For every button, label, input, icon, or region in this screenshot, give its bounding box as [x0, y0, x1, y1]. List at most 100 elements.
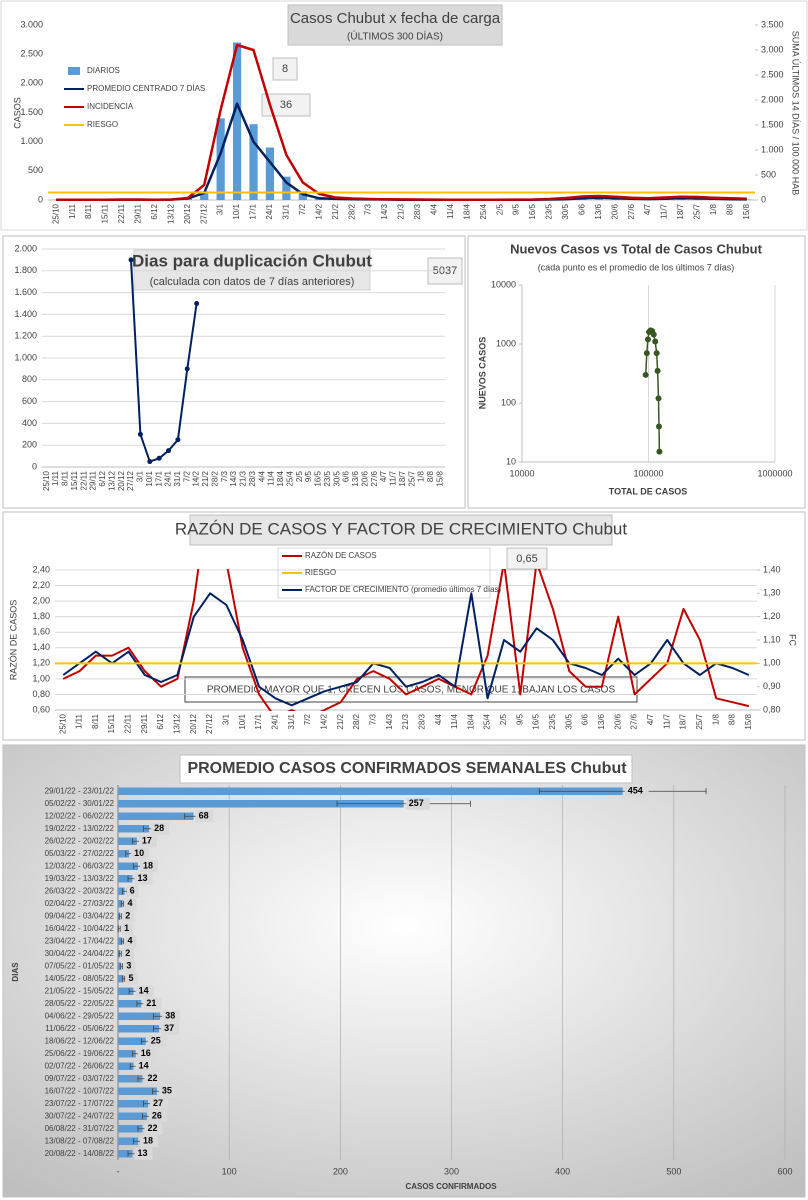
x-tick-label: - — [117, 1166, 120, 1176]
x-tick-label: 18/4 — [466, 713, 475, 729]
x-tick-label: 18/7 — [679, 713, 688, 729]
x-tick-label: 4/7 — [643, 203, 652, 215]
bar — [118, 850, 130, 858]
annotation-box — [261, 93, 311, 117]
y-tick-label: 1.400 — [14, 309, 37, 319]
x-tick-label: 7/2 — [298, 203, 307, 215]
x-tick-label: 7/2 — [182, 470, 191, 482]
x-tick-label: 14/2 — [319, 713, 328, 729]
data-label: 18 — [143, 861, 153, 871]
x-tick-label: 4/4 — [257, 470, 266, 482]
x-tick-label: 28/3 — [248, 470, 257, 486]
y2-tick-label: 0,80 — [763, 704, 781, 714]
data-label: 27 — [153, 1098, 163, 1108]
chart-subtitle: (cada punto es el promedio de los último… — [538, 262, 735, 272]
x-tick-label: 23/5 — [545, 203, 554, 219]
line-series — [62, 569, 750, 711]
x-tick-label: 7/3 — [368, 713, 377, 725]
x-tick-label: 18/4 — [276, 470, 285, 486]
x-tick-label: 14/3 — [385, 713, 394, 729]
point — [653, 350, 660, 357]
x-tick-label: 200 — [333, 1166, 348, 1176]
panel — [2, 511, 806, 741]
x-tick-label: 31/1 — [282, 203, 291, 219]
error-bar — [336, 800, 471, 807]
data-label: 18 — [143, 1136, 153, 1146]
y-tick-label: 1.000 — [14, 352, 37, 362]
y-tick-label: 2,20 — [32, 580, 50, 590]
data-label: 25 — [151, 1036, 161, 1046]
bar — [118, 862, 139, 870]
x-axis-label: CASOS CONFIRMADOS — [405, 1182, 497, 1191]
chart-title: Casos Chubut x fecha de carga — [290, 10, 501, 27]
y-tick-label: 100 — [501, 397, 516, 407]
data-label-box — [144, 1072, 163, 1085]
bar — [118, 1112, 147, 1120]
bar — [118, 1062, 134, 1070]
y-tick-label: 500 — [28, 165, 43, 175]
data-label-box — [147, 1035, 166, 1048]
y-tick-label: 16/07/22 - 10/07/22 — [45, 1086, 115, 1095]
data-label: 14 — [139, 1061, 149, 1071]
line-series — [130, 259, 198, 463]
marker — [128, 257, 134, 263]
data-label: 1 — [124, 923, 129, 933]
error-bar — [122, 975, 126, 982]
data-label: 2 — [125, 948, 130, 958]
point — [655, 423, 662, 430]
x-tick-label: 4/7 — [646, 713, 655, 725]
y-tick-label: 26/03/22 - 20/03/22 — [45, 886, 115, 895]
marker — [184, 366, 190, 372]
panel — [467, 235, 806, 509]
x-tick-label: 2/5 — [495, 203, 504, 215]
x-tick-label: 8/8 — [725, 203, 734, 215]
y-tick-label: 200 — [22, 440, 37, 450]
title-box — [287, 4, 503, 46]
x-tick-label: 11/7 — [662, 713, 671, 729]
data-label-box — [123, 960, 136, 973]
y-tick-label: 11/06/22 - 05/06/22 — [45, 1024, 114, 1033]
bar — [200, 191, 209, 200]
x-tick-label: 20/12 — [183, 203, 192, 224]
y-tick-label: 10000 — [491, 279, 516, 289]
y2-tick-label: 1,20 — [763, 611, 781, 621]
bar — [118, 1125, 143, 1133]
bar — [118, 1137, 139, 1145]
marker — [175, 437, 181, 443]
y-tick-label: 0,60 — [32, 704, 50, 714]
y2-tick-label: 3.500 — [761, 19, 784, 29]
y-tick-label: 05/02/22 - 30/01/22 — [45, 799, 115, 808]
x-tick-label: 14/3 — [229, 470, 238, 486]
y-tick-label: 1,00 — [32, 673, 50, 683]
y-tick-label: 1.500 — [20, 107, 43, 117]
y-tick-label: 1.000 — [20, 136, 43, 146]
data-label-box — [131, 847, 150, 860]
annotation-box — [272, 57, 298, 81]
y2-tick-label: 2.000 — [761, 94, 784, 104]
bar — [118, 1012, 161, 1020]
x-tick-label: 15/11 — [70, 470, 79, 490]
x-tick-label: 28/2 — [352, 713, 361, 729]
legend-swatch — [68, 67, 80, 75]
data-label: 37 — [164, 1023, 174, 1033]
x-tick-label: 31/1 — [287, 713, 296, 729]
x-tick-label: 25/7 — [695, 713, 704, 729]
x-tick-label: 22/11 — [79, 470, 88, 490]
data-label: 17 — [142, 836, 152, 846]
y-tick-label: 16/04/22 - 10/04/22 — [45, 924, 115, 933]
y-tick-label: 20/08/22 - 14/08/22 — [45, 1149, 115, 1158]
bar — [118, 1100, 149, 1108]
x-tick-label: 6/6 — [577, 203, 586, 215]
line-series — [56, 43, 747, 201]
data-label: 4 — [127, 898, 132, 908]
x-tick-label: 28/2 — [347, 203, 356, 219]
y-tick-label: 06/08/22 - 31/07/22 — [45, 1124, 115, 1133]
x-tick-label: 15/8 — [742, 203, 751, 219]
x-tick-label: 300 — [444, 1166, 459, 1176]
x-tick-label: 8/11 — [91, 713, 100, 729]
data-label-box — [135, 985, 154, 998]
x-tick-label: 15/11 — [107, 713, 116, 733]
x-tick-label: 20/6 — [613, 713, 622, 729]
x-tick-label: 23/5 — [323, 470, 332, 486]
y-tick-label: 26/02/22 - 20/02/22 — [45, 836, 115, 845]
